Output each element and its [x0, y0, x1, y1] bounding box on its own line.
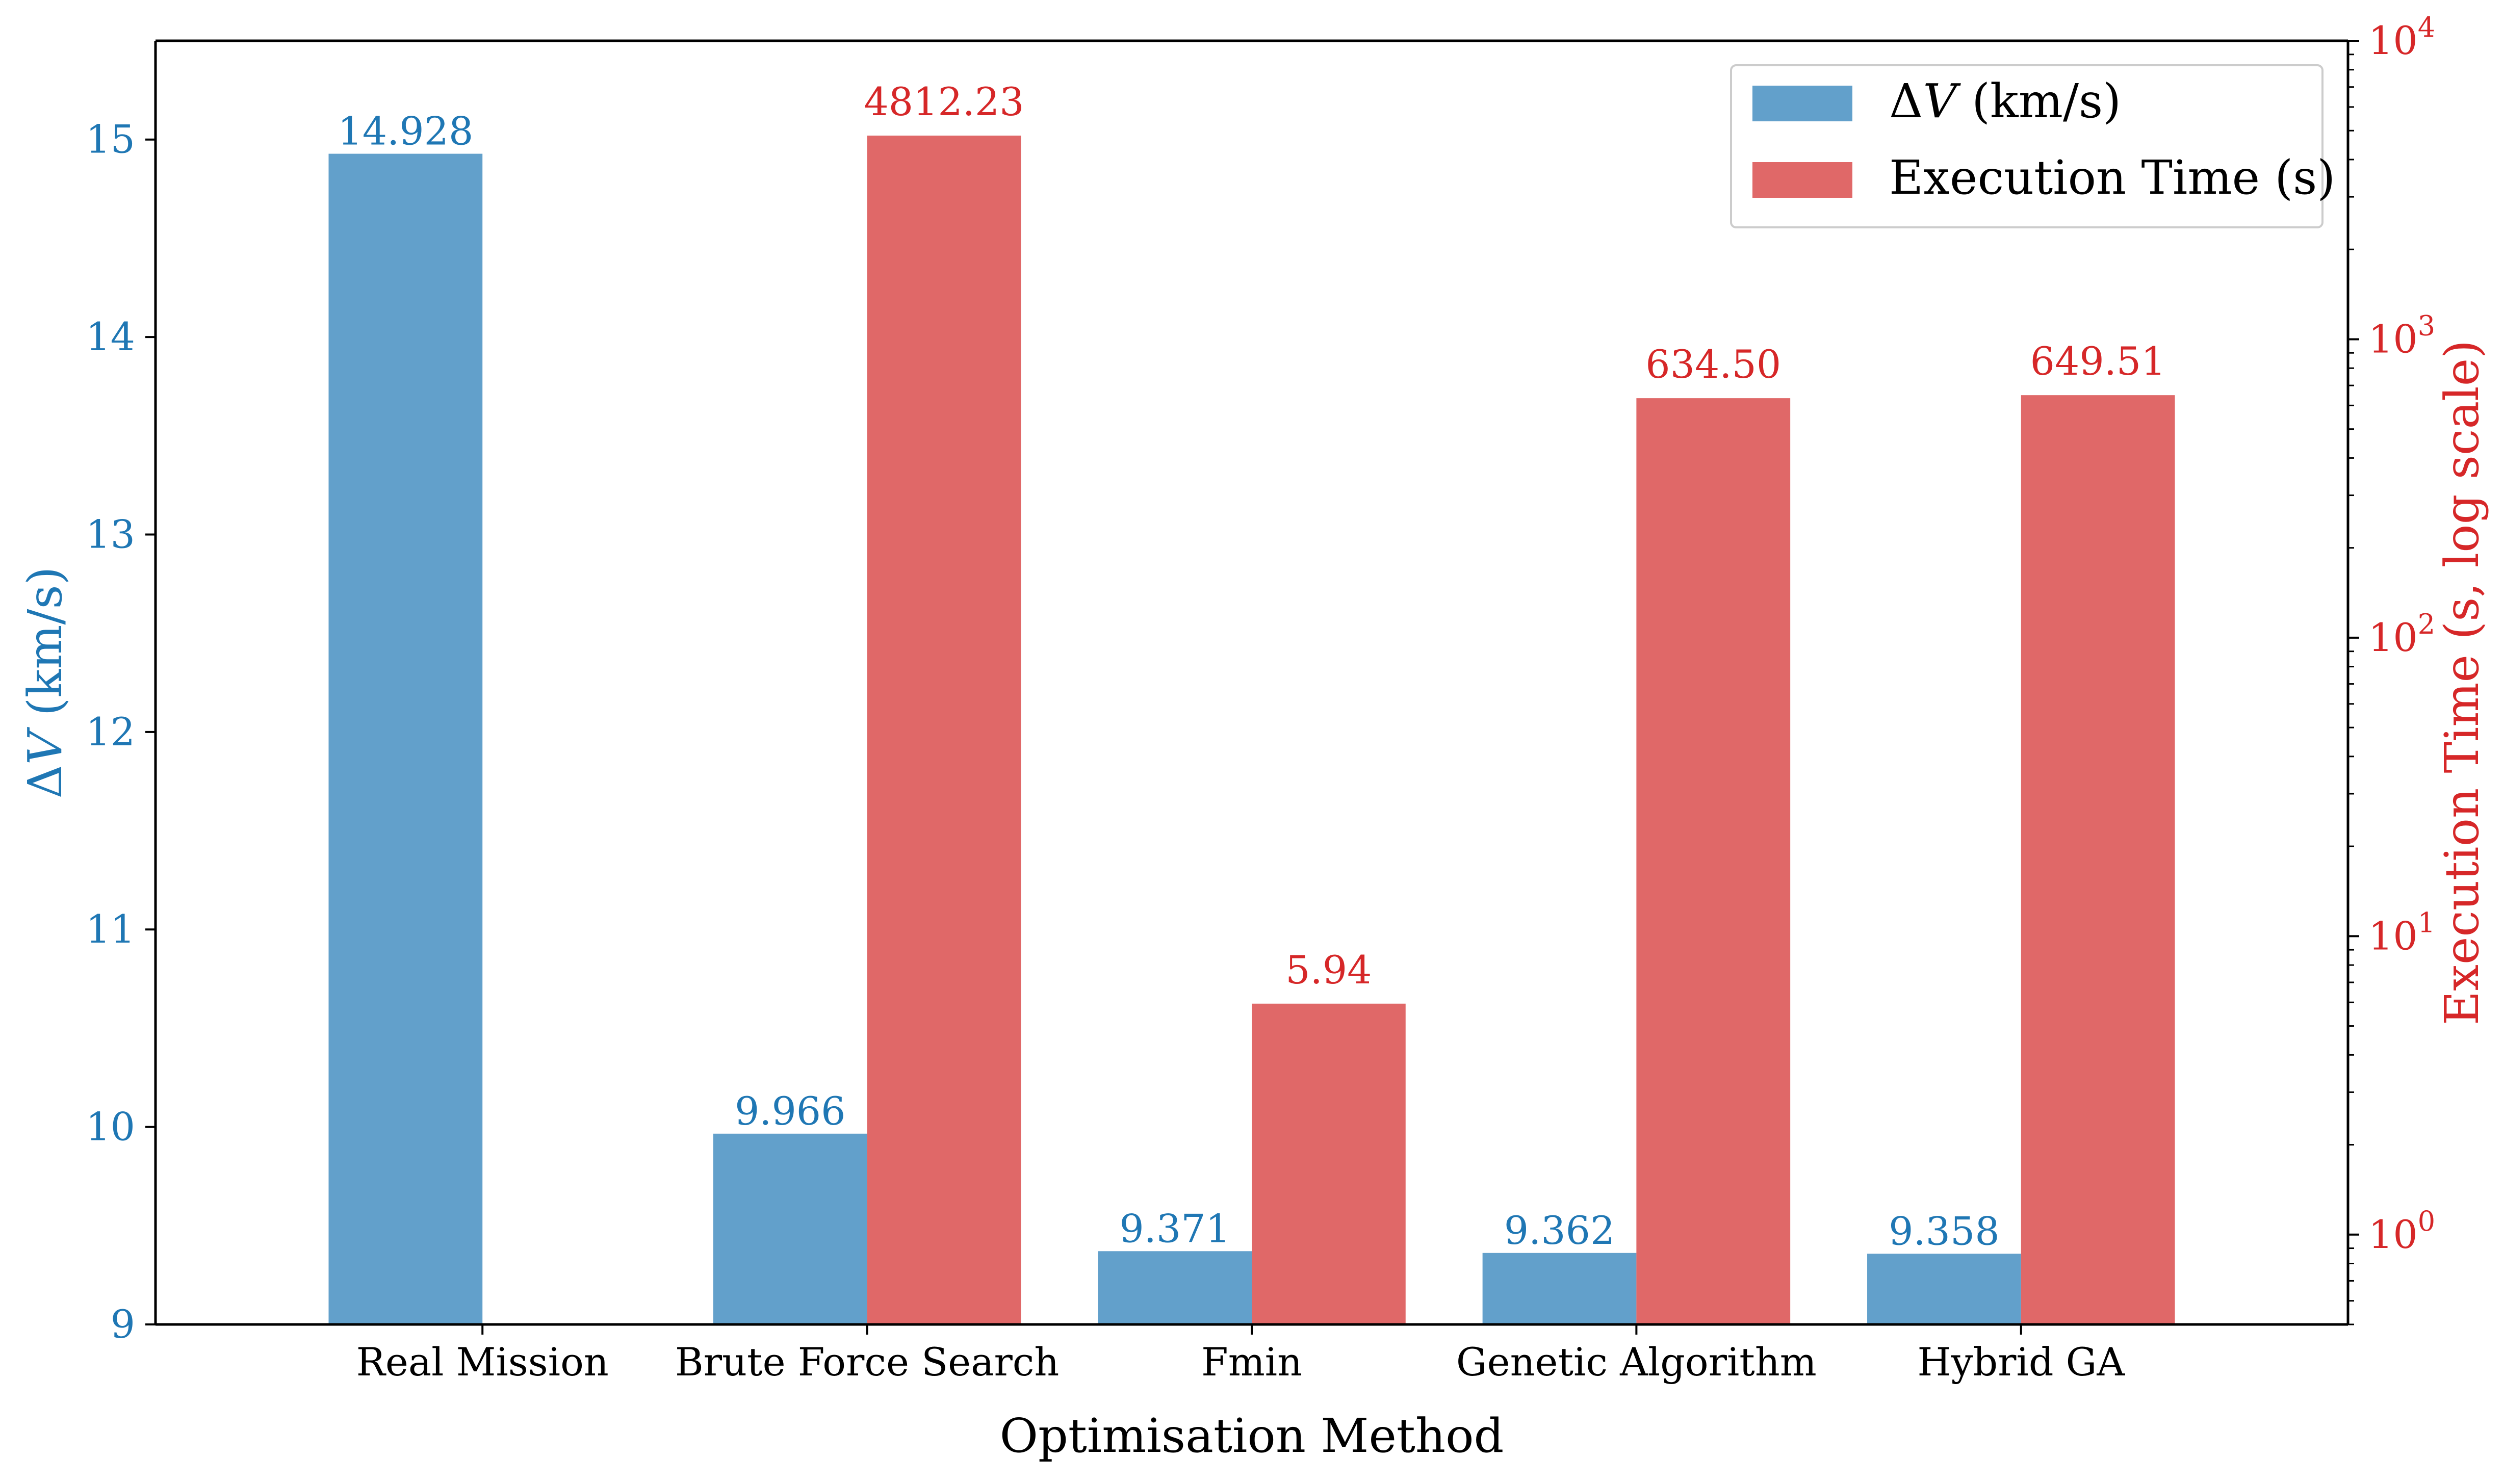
dv-bar [1482, 1253, 1637, 1324]
legend-label-time: Execution Time (s) [1889, 150, 2335, 205]
legend-swatch-dv [1752, 86, 1852, 121]
right-tick-label: 102 [2368, 608, 2435, 660]
time-bar [2021, 395, 2175, 1324]
dv-bar [1867, 1254, 2021, 1324]
x-tick-label: Fmin [1201, 1339, 1302, 1385]
value-labels-layer: 14.928 9.966 4812.23 9.371 5.94 9.362 634.50 9.… [338, 79, 2165, 1254]
left-y-axis-title: ΔV (km/s) [18, 566, 72, 798]
time-value-label: 634.50 [1645, 342, 1781, 387]
legend-box [1730, 64, 2324, 228]
time-value-label: 4812.23 [864, 79, 1024, 124]
left-tick-label: 15 [86, 117, 135, 162]
right-tick-label: 100 [2368, 1205, 2435, 1257]
x-axis-title: Optimisation Method [1000, 1409, 1504, 1463]
legend: ΔV (km/s) Execution Time (s) [1730, 64, 2335, 228]
dv-value-label: 9.362 [1504, 1208, 1615, 1253]
left-tick-label: 9 [111, 1301, 135, 1347]
time-bar [1636, 398, 1791, 1324]
bars-layer [328, 135, 2175, 1325]
x-tick-label: Real Mission [356, 1339, 609, 1385]
left-tick-label: 13 [86, 511, 135, 557]
x-tick-label: Brute Force Search [675, 1339, 1059, 1385]
left-tick-label: 10 [86, 1104, 135, 1150]
left-tick-label: 12 [86, 709, 135, 754]
right-tick-label: 104 [2368, 11, 2435, 63]
time-bar [867, 135, 1021, 1324]
right-y-axis-title: Execution Time (s, log scale) [2435, 340, 2489, 1025]
dv-bar [713, 1133, 867, 1324]
dv-bar [328, 153, 483, 1325]
legend-label-dv: ΔV (km/s) [1889, 74, 2121, 128]
right-tick-label: 103 [2368, 309, 2435, 361]
left-tick-label: 11 [86, 906, 135, 952]
time-value-label: 5.94 [1285, 947, 1372, 993]
time-bar [1252, 1003, 1406, 1324]
left-tick-label: 14 [86, 314, 135, 359]
x-tick-label: Genetic Algorithm [1456, 1339, 1817, 1385]
time-value-label: 649.51 [2030, 339, 2166, 384]
dv-value-label: 9.966 [735, 1088, 846, 1134]
dv-value-label: 9.371 [1119, 1206, 1230, 1251]
dv-bar [1098, 1251, 1252, 1324]
right-tick-label: 101 [2368, 906, 2435, 958]
axes-layer: 9 10 11 12 13 14 15 100 101 102 103 104 Real Mission… [18, 11, 2489, 1463]
x-tick-label: Hybrid GA [1917, 1339, 2125, 1385]
legend-swatch-time [1752, 162, 1852, 198]
dv-value-label: 9.358 [1889, 1208, 2000, 1254]
dv-value-label: 14.928 [338, 109, 473, 154]
